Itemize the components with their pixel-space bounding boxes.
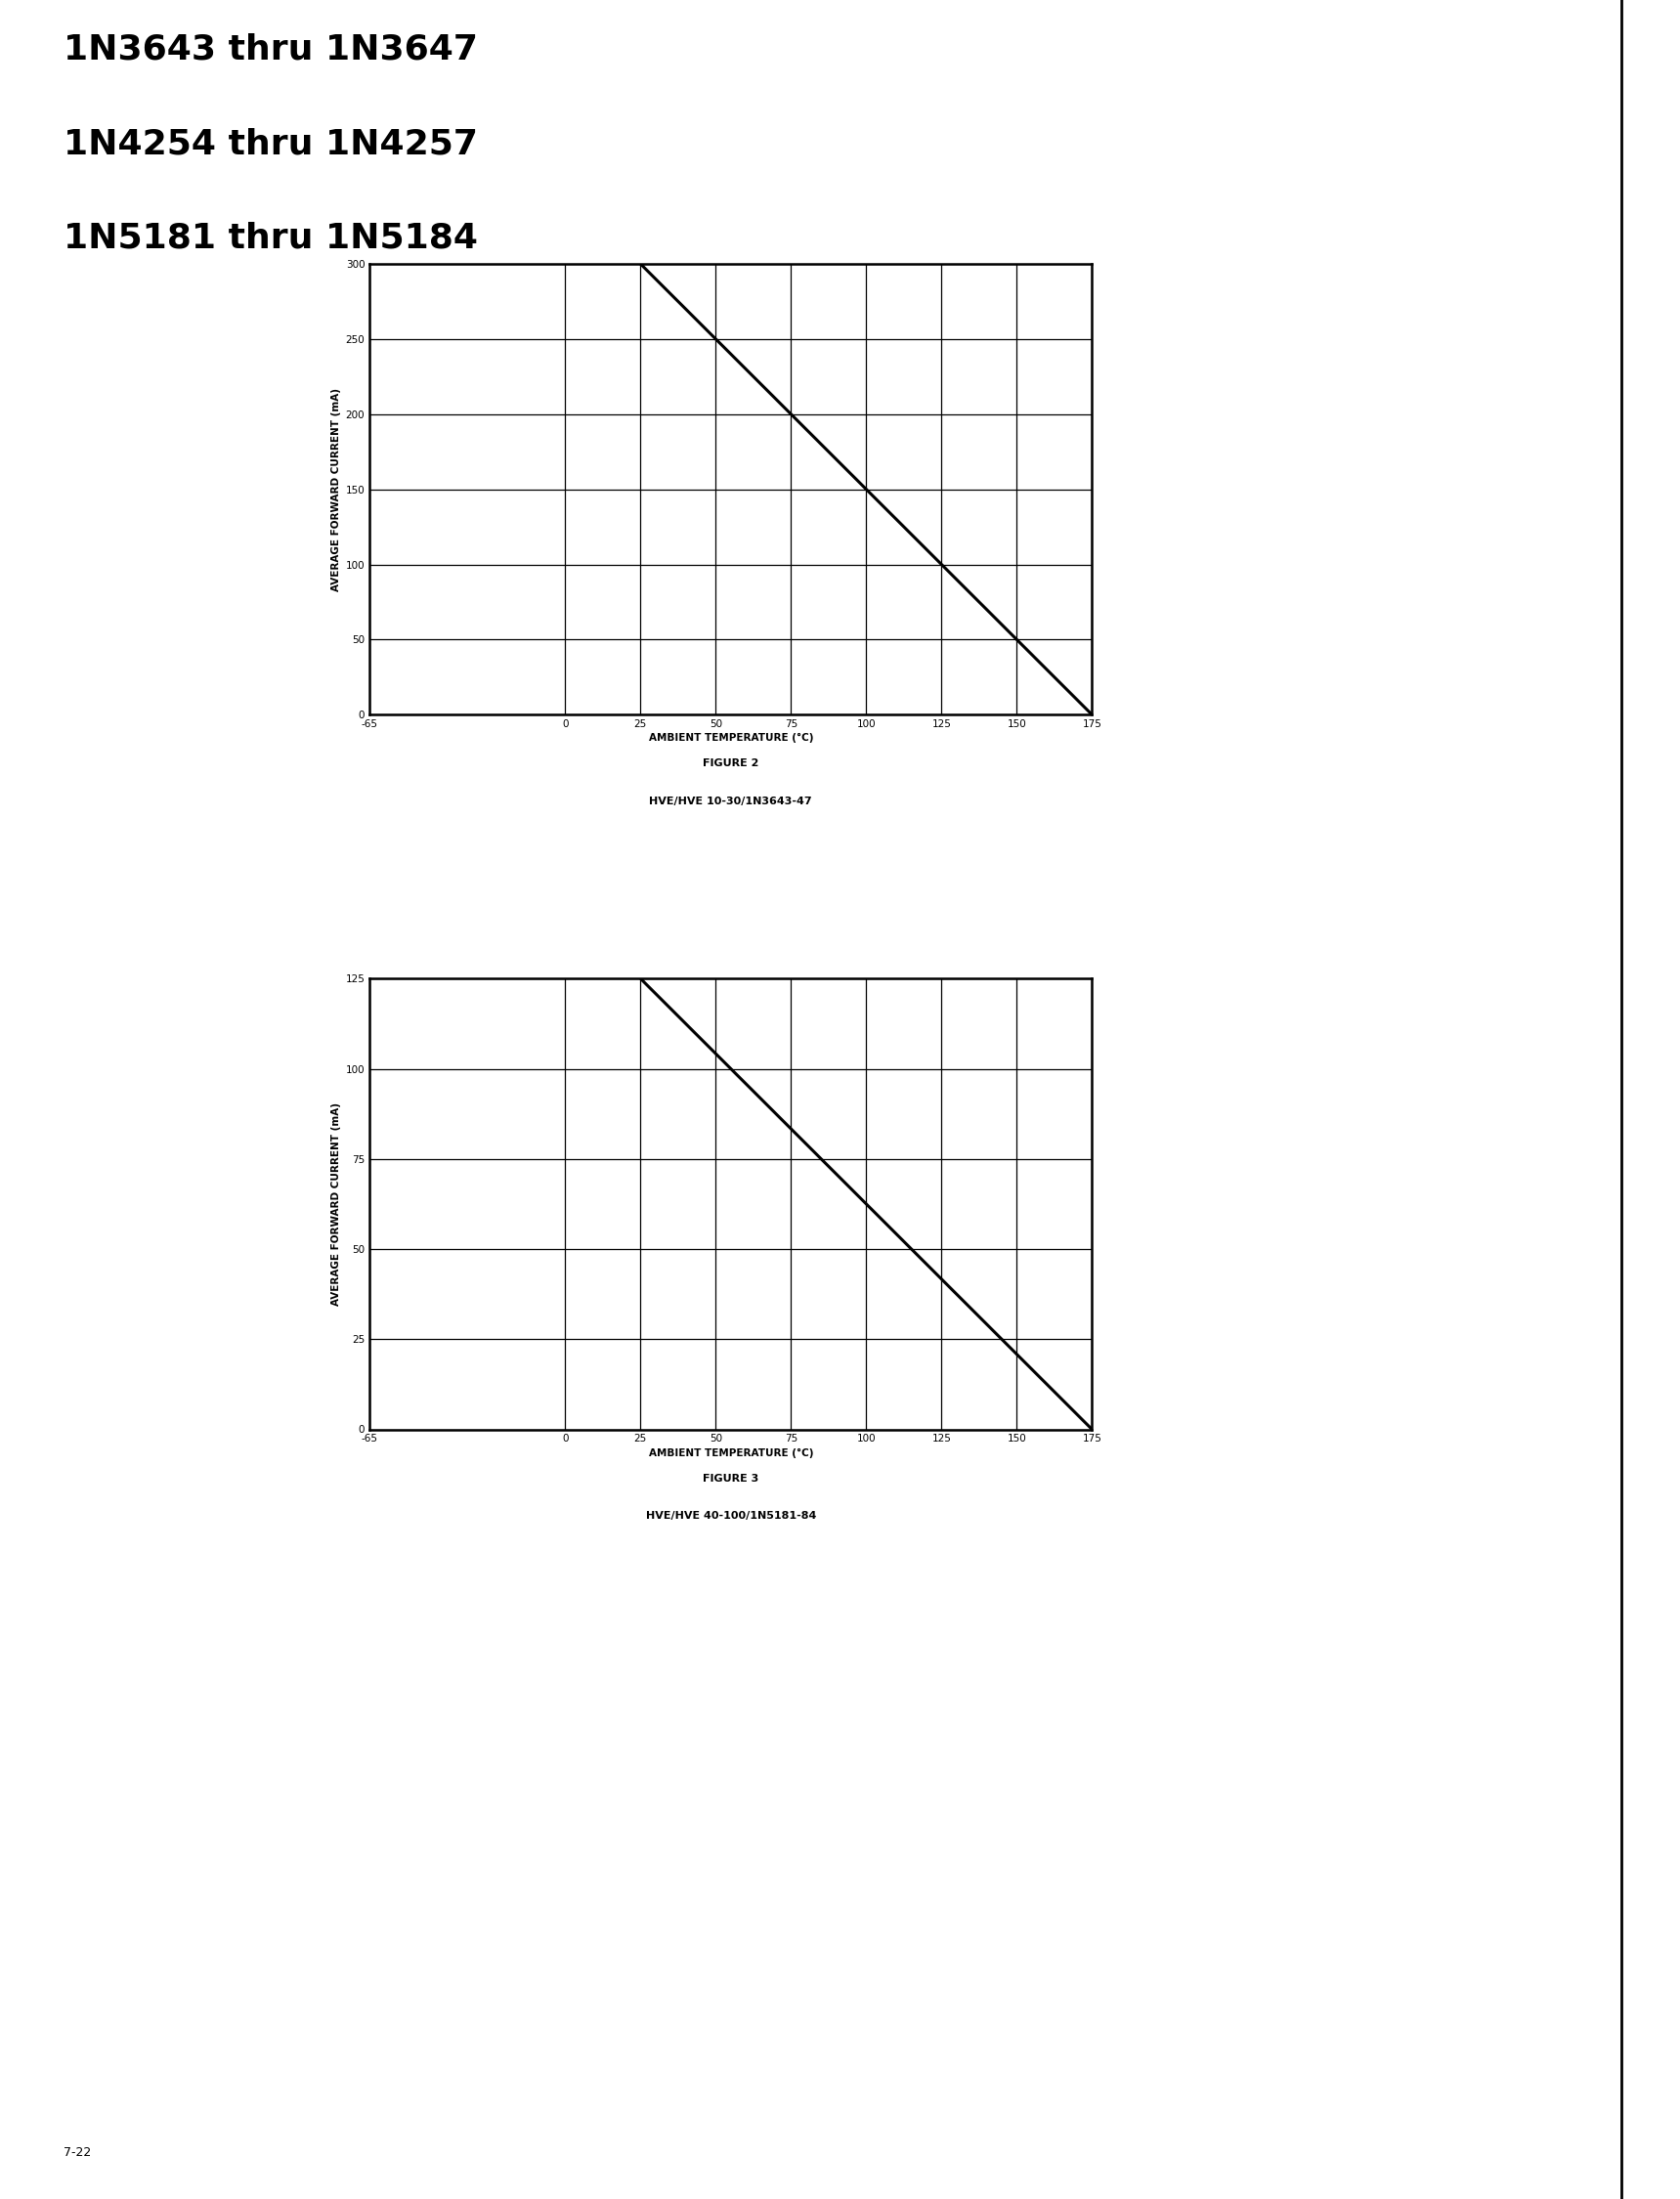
- Text: 1N3643 thru 1N3647: 1N3643 thru 1N3647: [64, 33, 479, 66]
- Y-axis label: AVERAGE FORWARD CURRENT (mA): AVERAGE FORWARD CURRENT (mA): [331, 1102, 341, 1306]
- Text: FIGURE 2: FIGURE 2: [702, 759, 759, 767]
- Text: HVE/HVE 10-30/1N3643-47: HVE/HVE 10-30/1N3643-47: [650, 796, 811, 805]
- Text: 7-22: 7-22: [64, 2146, 91, 2159]
- Text: HVE/HVE 40-100/1N5181-84: HVE/HVE 40-100/1N5181-84: [645, 1511, 816, 1520]
- X-axis label: AMBIENT TEMPERATURE (°C): AMBIENT TEMPERATURE (°C): [648, 732, 813, 743]
- X-axis label: AMBIENT TEMPERATURE (°C): AMBIENT TEMPERATURE (°C): [648, 1447, 813, 1458]
- Text: FIGURE 3: FIGURE 3: [702, 1473, 759, 1482]
- Y-axis label: AVERAGE FORWARD CURRENT (mA): AVERAGE FORWARD CURRENT (mA): [331, 387, 341, 592]
- Text: 1N5181 thru 1N5184: 1N5181 thru 1N5184: [64, 222, 479, 255]
- Text: 1N4254 thru 1N4257: 1N4254 thru 1N4257: [64, 128, 479, 161]
